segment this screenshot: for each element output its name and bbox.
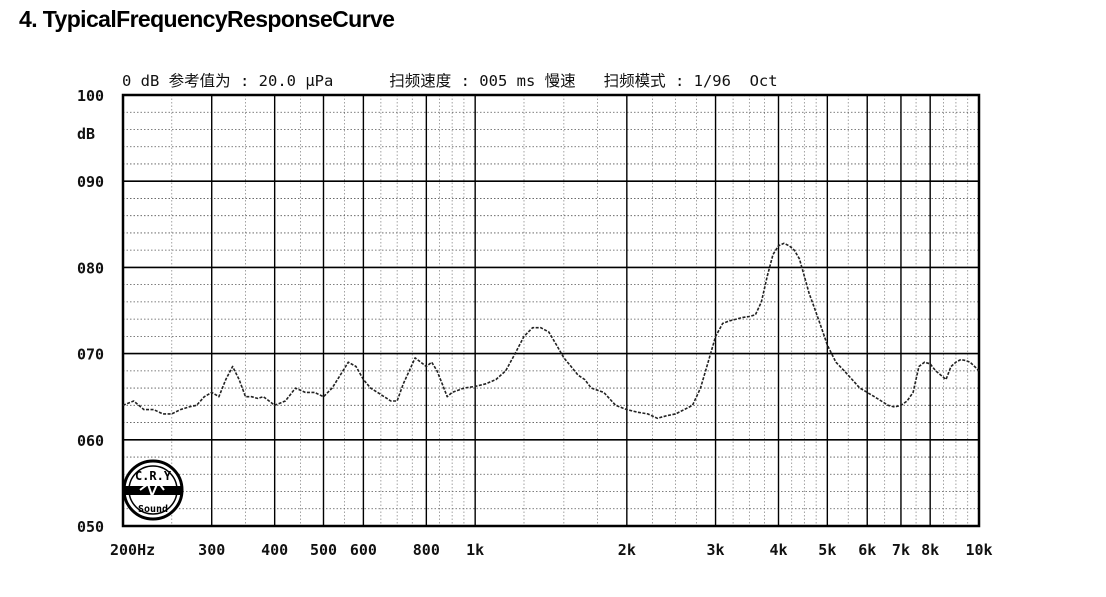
x-tick-label: 1k [466, 541, 484, 559]
y-axis-labels: 100 090 080 070 060 050 [77, 87, 104, 536]
x-axis-labels: 200Hz 300 400 500 600 800 1k 2k 3k 4k 5k 6k 7k 8k 10k [110, 541, 993, 559]
x-tick-label: 300 [198, 541, 225, 559]
plot-frame [121, 93, 981, 528]
x-tick-label: 800 [413, 541, 440, 559]
y-tick-label: 050 [77, 518, 104, 536]
logo-top-text: C.R.Y [135, 469, 172, 483]
chart-header-text: 0 dB 参考值为 : 20.0 μPa 扫频速度 : 005 ms 慢速 扫频… [122, 72, 778, 90]
y-tick-label: 070 [77, 346, 104, 364]
y-tick-label: 090 [77, 173, 104, 191]
response-curve [122, 242, 980, 420]
logo-bottom-text: Sound [138, 504, 168, 515]
x-tick-label: 10k [965, 541, 992, 559]
x-tick-label: 200Hz [110, 541, 155, 559]
y-tick-label: 100 [77, 87, 104, 105]
x-tick-label: 2k [618, 541, 636, 559]
plot-background [123, 95, 979, 526]
y-tick-label: 080 [77, 259, 104, 277]
x-tick-label: 600 [350, 541, 377, 559]
x-tick-label: 5k [818, 541, 836, 559]
y-tick-label: 060 [77, 432, 104, 450]
page-heading: 4. TypicalFrequencyResponseCurve [19, 6, 395, 32]
x-tick-label: 8k [921, 541, 939, 559]
x-tick-label: 3k [707, 541, 725, 559]
x-tick-label: 6k [858, 541, 876, 559]
x-tick-label: 500 [310, 541, 337, 559]
x-tick-label: 400 [261, 541, 288, 559]
cry-sound-logo: C.R.Y Sound [122, 459, 184, 521]
y-unit-label: dB [77, 125, 95, 143]
x-tick-label: 7k [892, 541, 910, 559]
x-tick-label: 4k [769, 541, 787, 559]
